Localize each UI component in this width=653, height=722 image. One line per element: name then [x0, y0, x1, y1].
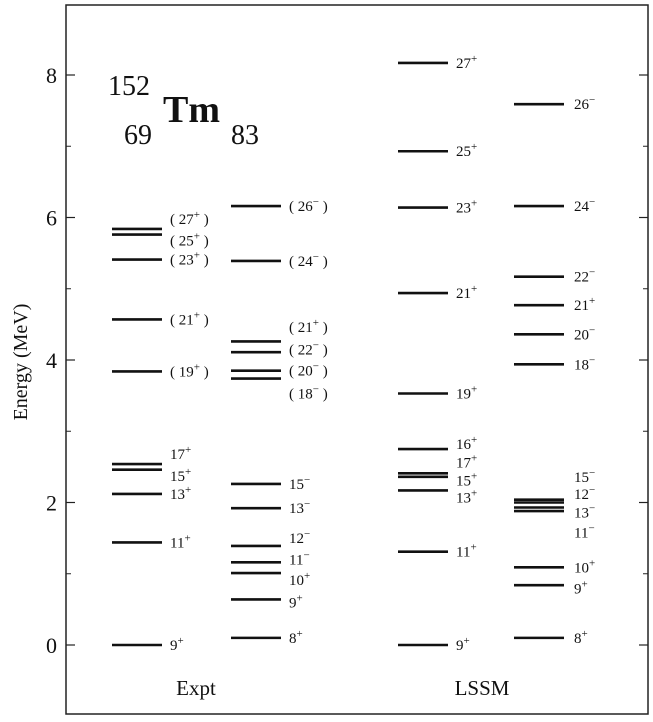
level-spin-label: 11−	[289, 550, 310, 569]
level-spin-label: 15−	[289, 474, 310, 493]
level-spin-label: 11+	[456, 542, 477, 561]
level-spin-label: 13−	[574, 502, 595, 521]
level-spin-label: 16+	[456, 434, 477, 453]
level-spin-label: 12−	[574, 484, 595, 503]
nucleus-label: 152 69 Tm 83	[108, 71, 259, 151]
level-spin-label: 11−	[574, 522, 595, 541]
nucleus-proton-number: 69	[124, 120, 152, 151]
y-axis-label: Energy (MeV)	[10, 304, 32, 421]
level-spin-label: ( 26− )	[289, 196, 328, 215]
level-spin-label: 27+	[456, 53, 477, 72]
nucleus-mass-number: 152	[108, 71, 150, 102]
level-spin-label: 20−	[574, 324, 595, 343]
level-spin-label: 13−	[289, 498, 310, 517]
level-spin-label: 24−	[574, 196, 595, 215]
level-spin-label: 26−	[574, 94, 595, 113]
level-spin-label: ( 27+ )	[170, 209, 209, 228]
level-spin-label: 15+	[456, 470, 477, 489]
level-spin-label: 9+	[574, 579, 588, 598]
level-spin-label: ( 23+ )	[170, 250, 209, 269]
level-spin-label: 9+	[170, 635, 184, 654]
level-spin-label: 22−	[574, 267, 595, 286]
nucleus-element-symbol: Tm	[163, 89, 220, 131]
y-tick-label: 6	[46, 206, 57, 231]
level-spin-label: 19+	[456, 383, 477, 402]
level-spin-label: 9+	[289, 592, 303, 611]
level-spin-label: 9+	[456, 635, 470, 654]
column-label-lssm: LSSM	[455, 676, 510, 700]
level-spin-label: 11+	[170, 532, 191, 551]
y-tick-label: 8	[46, 63, 57, 88]
level-spin-label: 12−	[289, 528, 310, 547]
level-spin-label: ( 25+ )	[170, 230, 209, 249]
level-spin-label: 10+	[574, 557, 595, 576]
level-spin-label: ( 18− )	[289, 383, 328, 402]
level-spin-label: 13+	[456, 488, 477, 507]
level-spin-label: 18−	[574, 354, 595, 373]
level-spin-label: 15−	[574, 467, 595, 486]
level-spin-label: 10+	[289, 570, 310, 589]
level-spin-label: 17+	[170, 444, 191, 463]
level-spin-label: ( 22− )	[289, 339, 328, 358]
level-spin-label: 15+	[170, 466, 191, 485]
level-spin-label: 17+	[456, 453, 477, 472]
plot-frame	[65, 4, 649, 715]
y-tick-label: 2	[46, 491, 57, 516]
level-spin-label: 8+	[574, 628, 588, 647]
level-spin-label: ( 21+ )	[170, 309, 209, 328]
level-spin-label: 13+	[170, 484, 191, 503]
level-spin-label: 23+	[456, 198, 477, 217]
level-spin-label: 21+	[456, 283, 477, 302]
level-spin-label: ( 19+ )	[170, 361, 209, 380]
level-spin-label: ( 21+ )	[289, 317, 328, 336]
nucleus-neutron-number: 83	[231, 120, 259, 151]
y-tick-label: 4	[46, 348, 57, 373]
y-tick-label: 0	[46, 633, 57, 658]
level-spin-label: ( 20− )	[289, 361, 328, 380]
frame-layer: 0 2 4 6 8	[46, 4, 649, 715]
column-label-expt: Expt	[176, 676, 216, 700]
level-spin-label: ( 24− )	[289, 251, 328, 270]
levels-layer	[112, 61, 564, 647]
level-spin-label: 25+	[456, 141, 477, 160]
level-spin-label: 8+	[289, 628, 303, 647]
level-spin-label: 21+	[574, 295, 595, 314]
